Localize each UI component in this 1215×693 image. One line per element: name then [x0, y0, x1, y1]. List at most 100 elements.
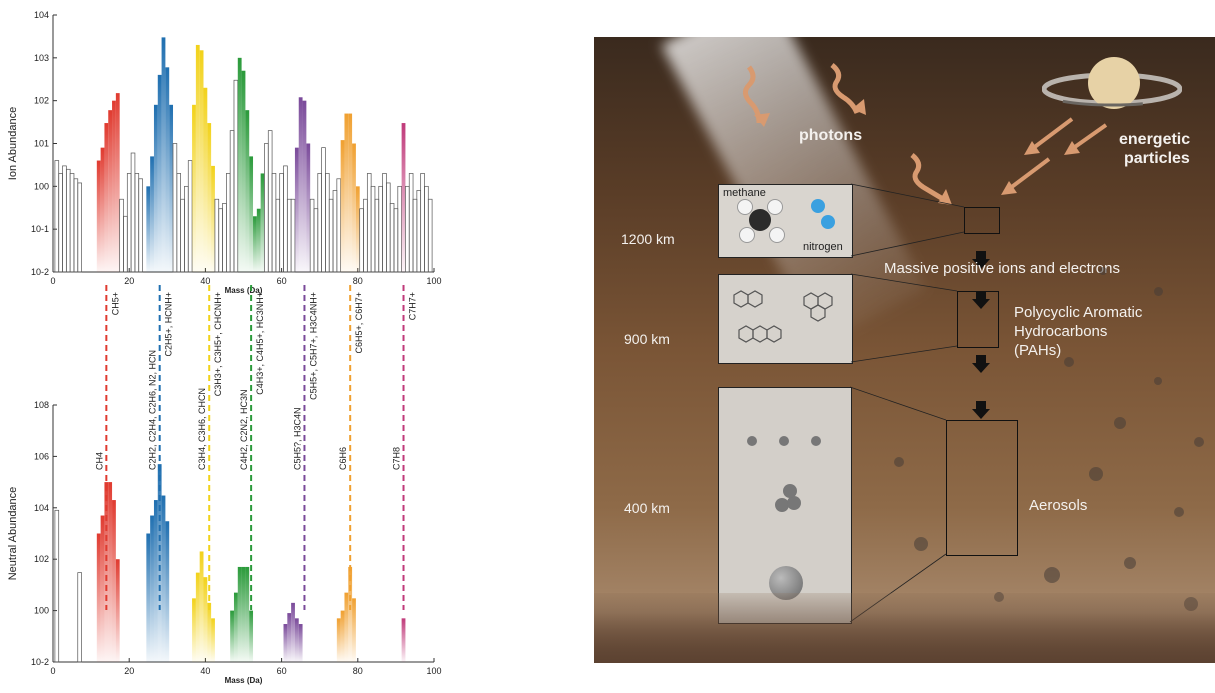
bar: [65, 168, 71, 273]
neutral-species-label: C3H4, C3H6, CHCN: [197, 388, 207, 470]
bar: [226, 173, 231, 273]
bar: [112, 500, 116, 662]
y-tick-label: 10-1: [31, 224, 49, 234]
nitrogen-label: nitrogen: [803, 241, 843, 253]
bar: [389, 203, 395, 273]
bar: [237, 57, 242, 273]
bar: [77, 572, 82, 663]
x-tick-label: 0: [50, 276, 55, 286]
flow-arrow-1: [972, 251, 990, 269]
bar: [363, 198, 368, 273]
ion-species-label: C5H5+, C5H7+, H3C4NH+: [308, 292, 318, 400]
bar: [279, 173, 284, 273]
bar: [283, 624, 288, 662]
bar: [207, 123, 212, 272]
bar: [69, 173, 75, 273]
bar: [340, 610, 345, 662]
bar: [291, 602, 295, 662]
flow-arrow-2: [972, 291, 990, 309]
bar: [199, 551, 204, 662]
bar: [294, 618, 299, 662]
bar: [134, 173, 140, 273]
bar: [290, 198, 296, 273]
y-tick-label: 106: [34, 451, 49, 461]
chart-ion: 10-2 10-1 100 101 102 103 104 0 20 40 60 80 100 Mass …: [7, 10, 442, 295]
bar: [401, 123, 406, 272]
bar: [348, 566, 353, 662]
neutral-species-label: C7H8: [392, 447, 402, 470]
zoom-box-400: [946, 420, 1018, 556]
bar: [169, 104, 174, 272]
bar: [249, 610, 254, 662]
x-tick-label: 40: [200, 276, 210, 286]
x-tick-label: 0: [50, 666, 55, 676]
bar: [408, 173, 414, 273]
bar: [427, 198, 433, 273]
bar: [96, 533, 101, 662]
bar: [412, 198, 418, 273]
x-tick-label: 60: [277, 666, 287, 676]
pah-panel: [718, 274, 853, 364]
bar: [302, 100, 307, 273]
altitude-400: 400 km: [624, 500, 670, 516]
titan-atmosphere-illustration: photons energetic particles 1200 km 900 …: [594, 37, 1215, 663]
bar: [195, 44, 200, 273]
bar: [203, 87, 208, 272]
pah-label-line1: Polycyclic Aromatic: [1014, 304, 1143, 321]
bar: [416, 190, 422, 273]
y-axis-title: Neutral Abundance: [7, 487, 19, 581]
bar: [192, 104, 196, 272]
ion-species-label: C6H5+, C6H7+: [354, 292, 364, 354]
bar: [187, 160, 193, 273]
x-axis-title: Mass (Da): [225, 286, 263, 295]
bar: [397, 185, 402, 273]
bar: [321, 147, 326, 273]
bar: [146, 186, 151, 272]
ion-species-label: C2H5+, HCNH+: [164, 292, 174, 357]
bar: [382, 173, 387, 273]
bar: [298, 624, 303, 662]
pah-label-line2: Hydrocarbons: [1014, 323, 1108, 340]
bar: [229, 130, 235, 273]
x-tick-label: 60: [277, 276, 287, 286]
bar: [313, 208, 319, 273]
bar: [203, 577, 208, 662]
energetic-label: energetic: [1119, 131, 1191, 148]
bar: [352, 143, 356, 272]
ion-species-label: C4H3+, C4H5+, HC3NH+: [255, 292, 265, 395]
bar: [245, 566, 250, 662]
x-tick-label: 100: [426, 276, 441, 286]
y-axis-title: Ion Abundance: [7, 107, 19, 180]
saturn-icon: [1042, 57, 1182, 109]
bar: [401, 618, 406, 662]
y-tick-label: 104: [34, 10, 49, 20]
bar: [192, 598, 196, 662]
bar: [54, 160, 60, 273]
ion-species-label: C3H3+, C3H5+, CHCNH+: [213, 292, 223, 396]
bar: [253, 216, 257, 272]
bar: [355, 186, 360, 272]
x-tick-label: 20: [124, 666, 134, 676]
bar: [359, 208, 364, 273]
aerosol-panel: [718, 387, 852, 624]
bar: [112, 100, 116, 273]
bar: [199, 50, 204, 272]
pah-label-line3: (PAHs): [1014, 342, 1062, 359]
ion-species-label: CH5+: [110, 292, 120, 315]
y-tick-label: 10-2: [31, 657, 49, 667]
bar: [386, 182, 391, 273]
bar: [146, 533, 151, 662]
bar: [165, 67, 170, 273]
bar: [207, 602, 212, 662]
bar: [161, 37, 166, 273]
bar: [108, 482, 113, 662]
bar: [115, 93, 120, 273]
bar: [218, 208, 223, 273]
bar: [317, 173, 322, 273]
bar: [153, 104, 158, 272]
bar: [161, 495, 166, 662]
neutral-species-label: C2H2, C2H4, C2H6, N2, HCN: [148, 350, 158, 470]
incoming-photon-arrows: [743, 63, 1108, 205]
flow-arrow-3: [972, 355, 990, 373]
altitude-900: 900 km: [624, 331, 670, 347]
